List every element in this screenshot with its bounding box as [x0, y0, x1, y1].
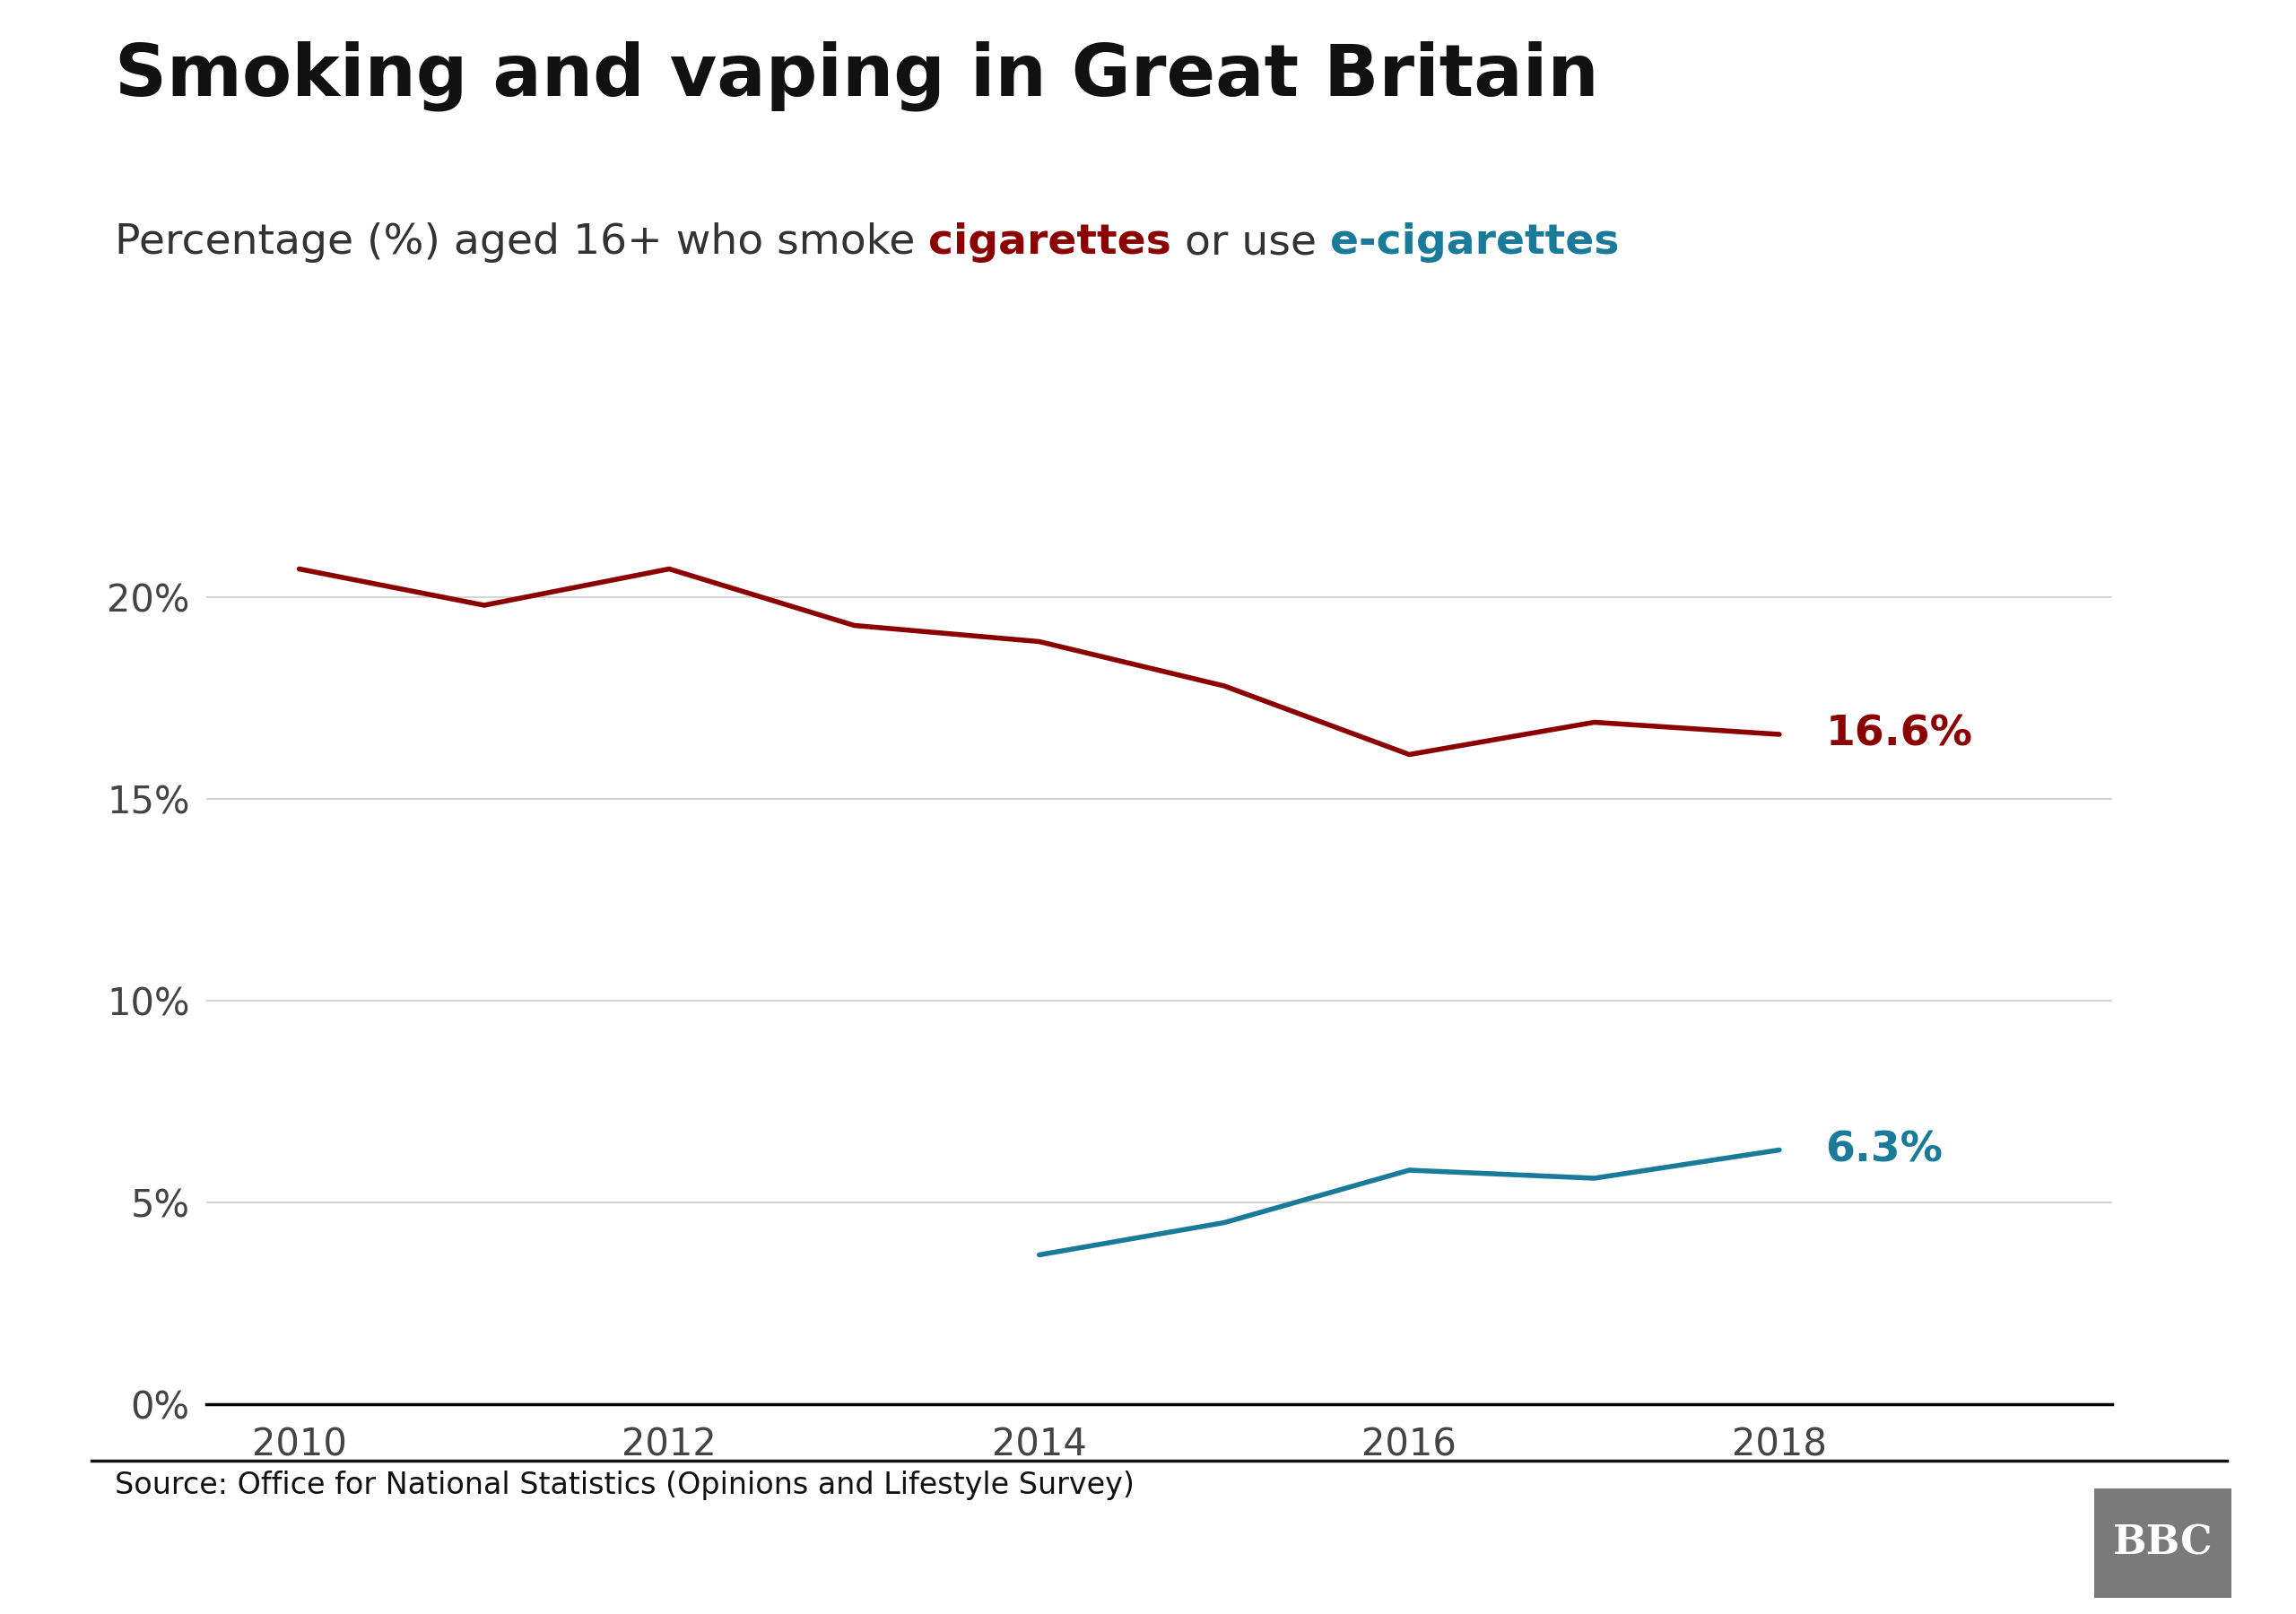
Text: cigarettes: cigarettes [928, 223, 1171, 263]
Text: 6.3%: 6.3% [1825, 1130, 1942, 1170]
Text: e-cigarettes: e-cigarettes [1329, 223, 1619, 263]
Text: Smoking and vaping in Great Britain: Smoking and vaping in Great Britain [115, 40, 1598, 111]
Text: Source: Office for National Statistics (Opinions and Lifestyle Survey): Source: Office for National Statistics (… [115, 1470, 1134, 1499]
Text: Percentage (%) aged 16+ who smoke: Percentage (%) aged 16+ who smoke [115, 223, 928, 263]
Text: or use: or use [1171, 223, 1329, 263]
Text: BBC: BBC [2112, 1524, 2213, 1562]
Text: 16.6%: 16.6% [1825, 713, 1972, 754]
